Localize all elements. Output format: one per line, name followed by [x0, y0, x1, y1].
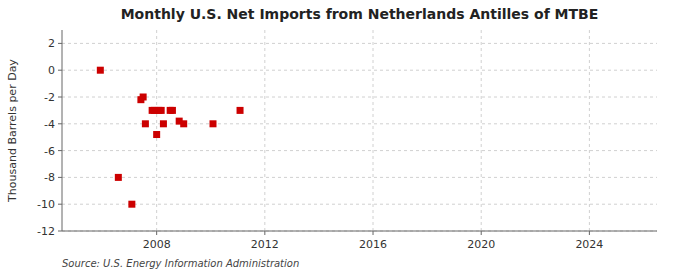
point [160, 120, 167, 127]
y-tick-label: -12 [37, 225, 55, 238]
x-tick-label: 2020 [467, 238, 495, 251]
y-tick-label: -10 [37, 198, 55, 211]
x-tick-label: 2024 [575, 238, 603, 251]
y-tick [58, 123, 62, 124]
y-grid-line [62, 150, 657, 151]
chart-container: 2 0 -2 -4 -6 -8 -10 -12 2008 2012 2016 2020 2024 Mont… [0, 0, 675, 275]
grid [62, 30, 657, 231]
points [97, 67, 244, 208]
y-tick-label: -4 [44, 118, 55, 131]
point [128, 201, 135, 208]
y-grid-line [62, 43, 657, 44]
x-tick-label: 2016 [359, 238, 387, 251]
source-note: Source: U.S. Energy Information Administ… [62, 258, 299, 269]
y-grid-line [62, 97, 657, 98]
title: Monthly U.S. Net Imports from Netherland… [121, 6, 599, 22]
point [158, 107, 165, 114]
y-tick [58, 150, 62, 151]
y-tick [58, 43, 62, 44]
point [142, 120, 149, 127]
x-axis-line [62, 231, 657, 232]
point [209, 120, 216, 127]
point [97, 67, 104, 74]
x-grid-line [156, 30, 157, 231]
x-tick [264, 231, 265, 235]
y-axis-label: Thousand Barrels per Day [6, 59, 19, 203]
axes: 2 0 -2 -4 -6 -8 -10 -12 2008 2012 2016 2020 2024 [37, 30, 657, 251]
x-grid-line [264, 30, 265, 231]
y-tick-label: -8 [44, 171, 55, 184]
y-grid-line [62, 204, 657, 205]
y-tick-label: -6 [44, 145, 55, 158]
y-tick [58, 70, 62, 71]
y-grid-line [62, 123, 657, 124]
y-tick [58, 97, 62, 98]
x-tick-label: 2012 [251, 238, 279, 251]
point [180, 120, 187, 127]
x-tick [156, 231, 157, 235]
x-grid-line [481, 30, 482, 231]
x-tick [373, 231, 374, 235]
x-tick-label: 2008 [143, 238, 171, 251]
x-grid-line [589, 30, 590, 231]
x-tick [481, 231, 482, 235]
y-tick [58, 177, 62, 178]
y-tick-label: 2 [48, 37, 55, 50]
y-tick-label: 0 [48, 64, 55, 77]
point [140, 94, 147, 101]
y-grid-line [62, 177, 657, 178]
point [237, 107, 244, 114]
y-tick-label: -2 [44, 91, 55, 104]
point [153, 131, 160, 138]
chart: 2 0 -2 -4 -6 -8 -10 -12 2008 2012 2016 2020 2024 Mont… [0, 0, 675, 275]
y-grid-line [62, 231, 657, 232]
point [115, 174, 122, 181]
y-grid-line [62, 70, 657, 71]
x-grid-line [373, 30, 374, 231]
y-tick [58, 204, 62, 205]
point [169, 107, 176, 114]
x-tick [589, 231, 590, 235]
y-tick [58, 231, 62, 232]
y-axis-line [62, 30, 63, 231]
